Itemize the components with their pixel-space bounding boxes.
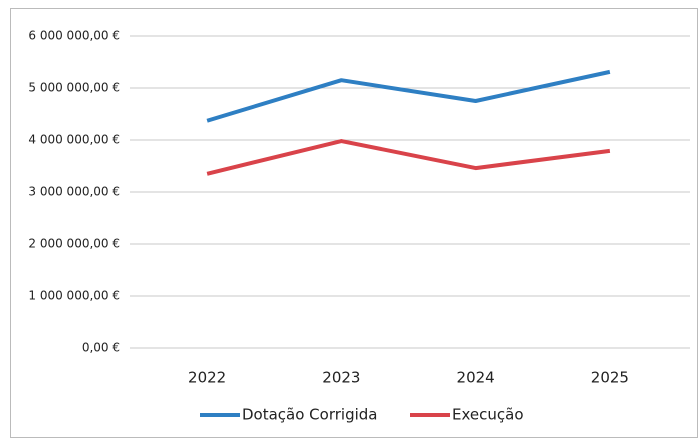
- y-tick-label: 4 000 000,00 €: [28, 133, 120, 147]
- y-tick-label: 6 000 000,00 €: [28, 29, 120, 43]
- legend-label: Dotação Corrigida: [242, 406, 377, 424]
- x-tick-label: 2023: [322, 369, 360, 387]
- y-tick-label: 1 000 000,00 €: [28, 289, 120, 303]
- chart-frame: [10, 8, 698, 438]
- y-tick-label: 0,00 €: [82, 341, 120, 355]
- series-line: [206, 69, 611, 123]
- x-tick-label: 2025: [591, 369, 629, 387]
- y-tick-label: 3 000 000,00 €: [28, 185, 120, 199]
- x-tick-label: 2022: [188, 369, 226, 387]
- legend-label: Execução: [452, 406, 524, 424]
- series-line: [206, 139, 611, 176]
- y-tick-label: 5 000 000,00 €: [28, 81, 120, 95]
- x-tick-label: 2024: [457, 369, 495, 387]
- y-tick-label: 2 000 000,00 €: [28, 237, 120, 251]
